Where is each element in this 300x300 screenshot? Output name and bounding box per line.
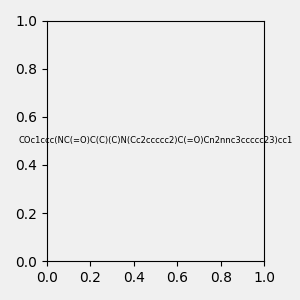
Text: COc1ccc(NC(=O)C(C)(C)N(Cc2ccccc2)C(=O)Cn2nnc3ccccc23)cc1: COc1ccc(NC(=O)C(C)(C)N(Cc2ccccc2)C(=O)Cn… [18,136,292,146]
